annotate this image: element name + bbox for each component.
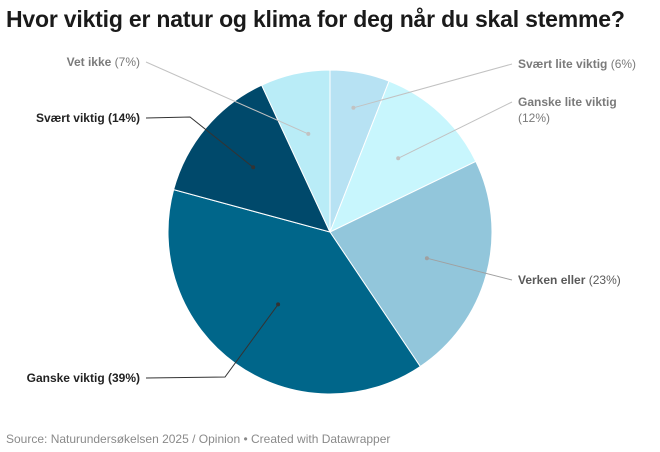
source-note: Source: Naturundersøkelsen 2025 / Opinio… bbox=[6, 432, 391, 446]
pie-slice-ganske-lite-viktig bbox=[329, 80, 477, 234]
leader-line-ganske-viktig bbox=[145, 304, 279, 379]
chart-title: Hvor viktig er natur og klima for deg nå… bbox=[6, 6, 625, 32]
pie-labels: Svært lite viktig (6%) Ganske lite viktig… bbox=[27, 55, 636, 385]
pie-slices bbox=[167, 69, 493, 395]
slice-label-ganske-viktig: Ganske viktig (39%) bbox=[27, 371, 140, 385]
pie-slice-svaert-viktig bbox=[173, 84, 331, 233]
slice-label-verken-eller: Verken eller (23%) bbox=[518, 273, 621, 287]
leader-dot-ganske-viktig bbox=[276, 302, 281, 307]
leader-line-vet-ikke bbox=[145, 61, 309, 135]
slice-label-svaert-viktig: Svært viktig (14%) bbox=[36, 111, 140, 125]
leader-dot-svaert-viktig bbox=[251, 165, 256, 170]
pie-slice-verken-eller bbox=[329, 160, 493, 368]
slice-label-ganske-lite-viktig: Ganske lite viktig (12%) bbox=[518, 95, 617, 125]
leader-line-ganske-lite-viktig bbox=[397, 101, 513, 159]
leader-line-svaert-lite-viktig bbox=[353, 63, 513, 109]
leader-line-svaert-viktig bbox=[145, 116, 254, 168]
slice-label-svaert-lite-viktig: Svært lite viktig (6%) bbox=[518, 57, 636, 71]
slice-label-vet-ikke: Vet ikke (7%) bbox=[67, 55, 140, 69]
leader-line-verken-eller bbox=[426, 257, 513, 281]
leader-dot-vet-ikke bbox=[306, 131, 311, 136]
pie-slice-ganske-viktig bbox=[167, 189, 421, 395]
leader-dot-svaert-lite-viktig bbox=[351, 105, 356, 110]
leader-dot-verken-eller bbox=[424, 256, 429, 261]
pie-slice-vet-ikke bbox=[260, 69, 331, 233]
leader-dot-ganske-lite-viktig bbox=[396, 156, 401, 161]
